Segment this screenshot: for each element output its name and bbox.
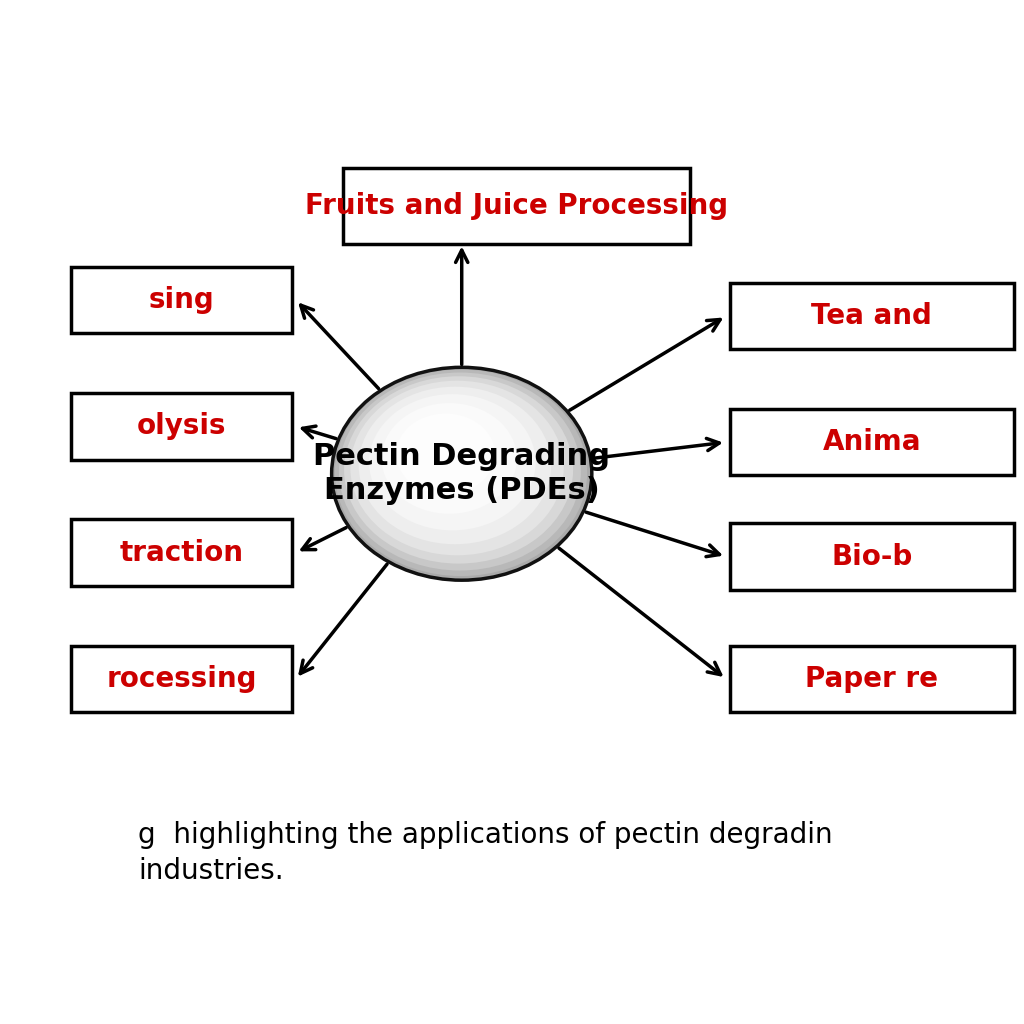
Ellipse shape [335,370,587,577]
Bar [730,646,1014,712]
Text: Paper re: Paper re [805,665,938,693]
Ellipse shape [350,381,564,555]
Text: olysis: olysis [137,413,226,440]
Bar [730,523,1014,590]
Bar [730,410,1014,475]
Bar [343,168,690,244]
Bar [730,283,1014,349]
Bar [72,267,292,334]
Text: sing: sing [148,287,215,314]
Text: Bio-b: Bio-b [831,543,912,570]
Ellipse shape [358,387,551,544]
Ellipse shape [344,376,573,563]
Text: traction: traction [120,539,244,566]
Bar [72,519,292,586]
Text: Tea and: Tea and [811,302,932,330]
Text: g  highlighting the applications of pectin degradin
industries.: g highlighting the applications of pecti… [138,820,834,886]
Ellipse shape [339,373,581,570]
Ellipse shape [382,403,517,514]
Bar [72,393,292,460]
Text: Anima: Anima [822,428,921,457]
Ellipse shape [396,414,495,495]
Bar [72,646,292,712]
Ellipse shape [332,368,592,581]
Ellipse shape [369,394,536,530]
Text: Pectin Degrading
Enzymes (PDEs): Pectin Degrading Enzymes (PDEs) [313,442,610,505]
Text: Fruits and Juice Processing: Fruits and Juice Processing [305,191,728,220]
Text: rocessing: rocessing [106,665,257,693]
